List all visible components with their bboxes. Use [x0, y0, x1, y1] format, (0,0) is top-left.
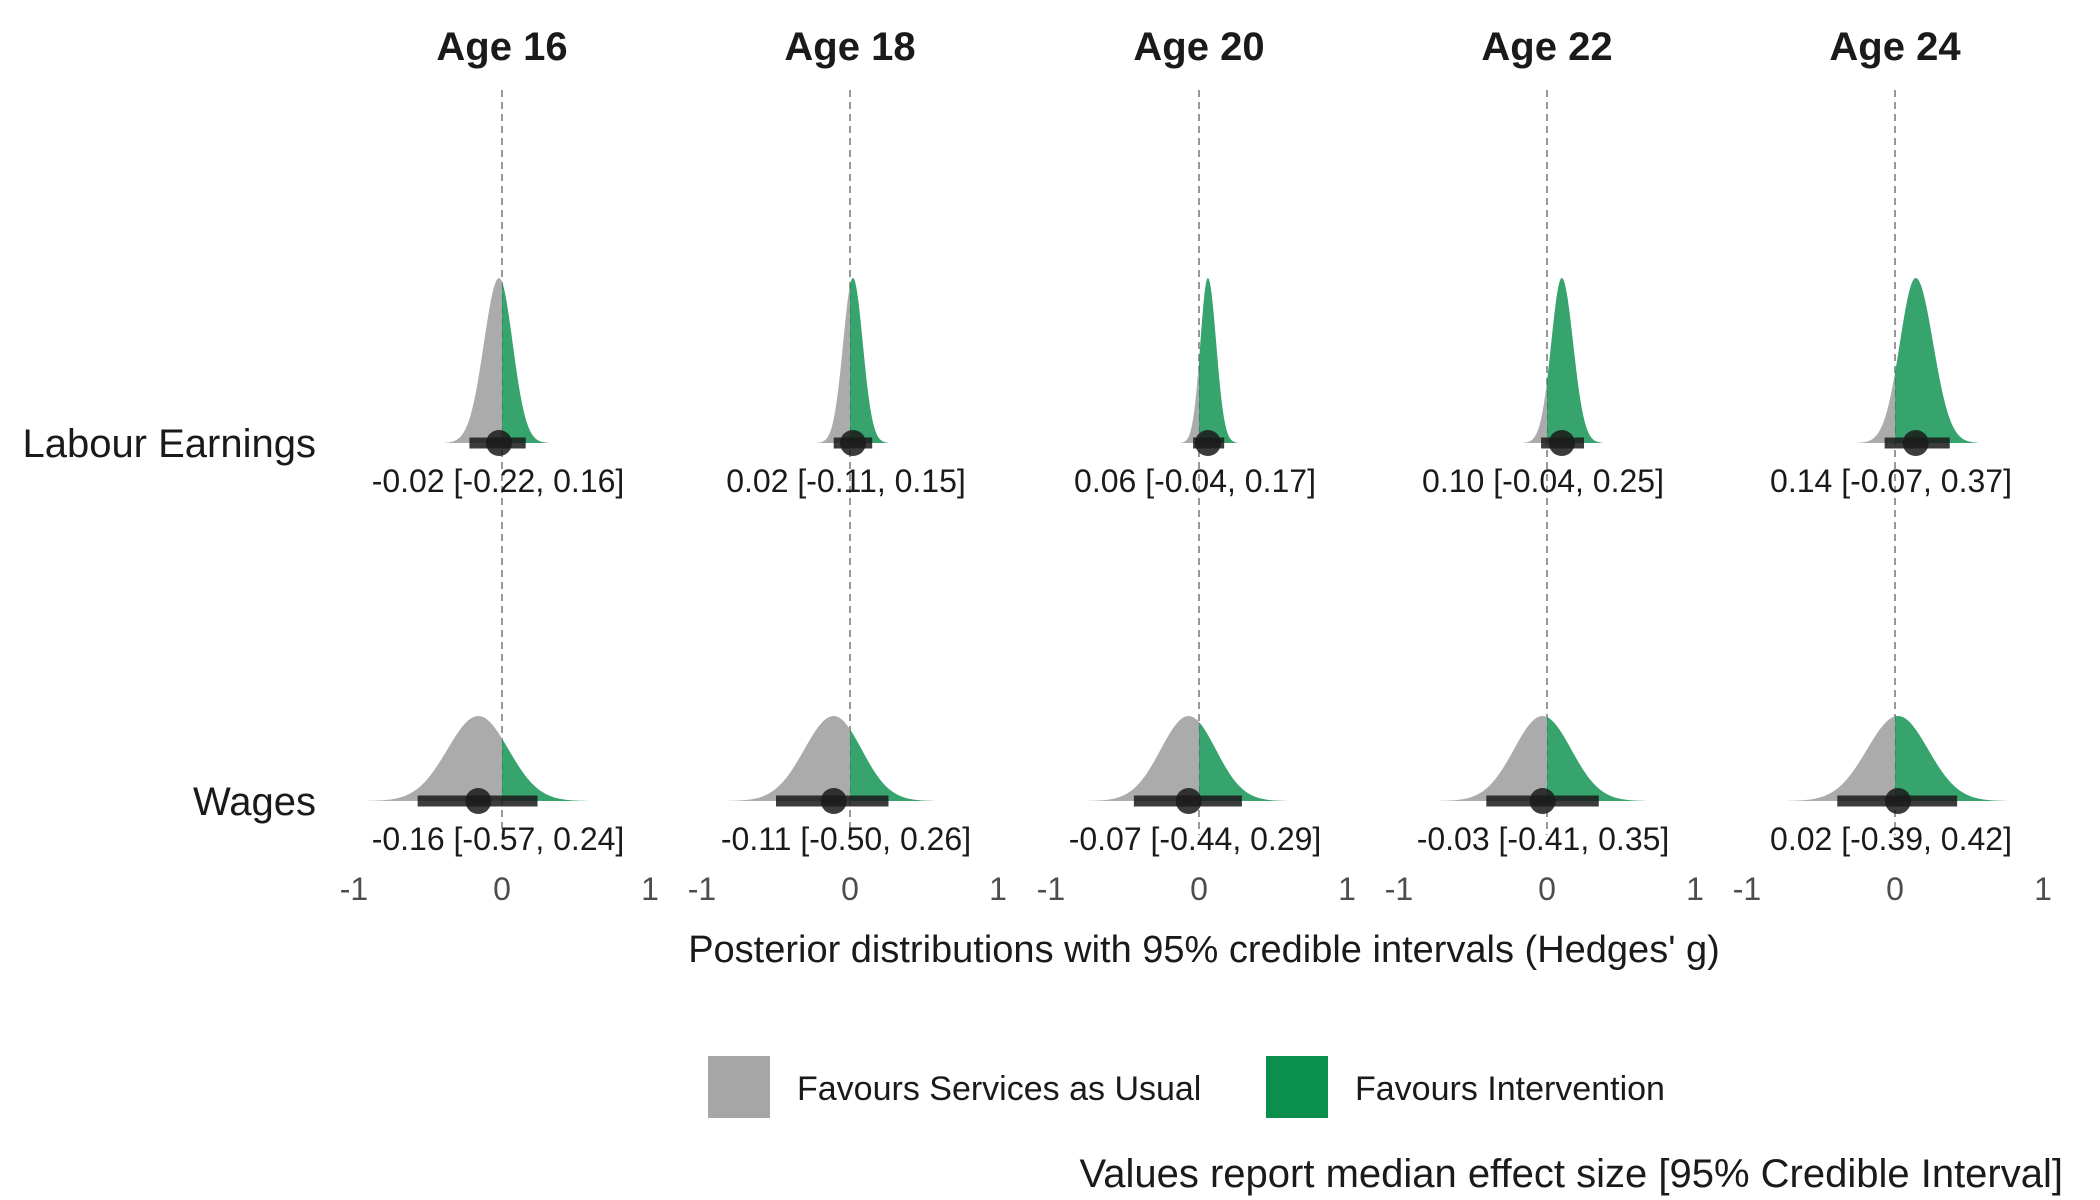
- x-tick-label: 0: [493, 871, 511, 907]
- x-tick-label: 1: [2034, 871, 2052, 907]
- interval-label-wages-age-24: 0.02 [-0.39, 0.42]: [1770, 821, 2012, 857]
- density-negative-wages-age-18: [727, 716, 850, 801]
- median-point-labour-earnings-age-16: [486, 430, 513, 456]
- interval-label-labour-earnings-age-20: 0.06 [-0.04, 0.17]: [1074, 463, 1316, 499]
- interval-label-wages-age-20: -0.07 [-0.44, 0.29]: [1069, 821, 1322, 857]
- density-negative-wages-age-20: [1088, 716, 1199, 801]
- median-point-wages-age-22: [1529, 788, 1556, 814]
- median-point-wages-age-18: [820, 788, 847, 814]
- legend-swatch-services-as-usual: [708, 1056, 770, 1118]
- density-positive-wages-age-24: [1895, 716, 2007, 801]
- x-tick-label: 1: [1686, 871, 1704, 907]
- median-point-labour-earnings-age-22: [1548, 430, 1575, 456]
- x-tick-label: 1: [641, 871, 659, 907]
- density-negative-labour-earnings-age-20: [1180, 360, 1199, 443]
- x-tick-label: -1: [688, 871, 716, 907]
- interval-label-wages-age-18: -0.11 [-0.50, 0.26]: [721, 821, 971, 857]
- caption: Values report median effect size [95% Cr…: [1080, 1152, 2063, 1196]
- facet-title-age-16: Age 16: [436, 25, 567, 69]
- density-negative-labour-earnings-age-16: [444, 278, 502, 443]
- x-axis-title: Posterior distributions with 95% credibl…: [688, 929, 1720, 971]
- legend-label-services-as-usual: Favours Services as Usual: [797, 1070, 1201, 1108]
- density-positive-labour-earnings-age-24: [1895, 278, 1979, 443]
- x-tick-label: -1: [1385, 871, 1413, 907]
- density-positive-wages-age-18: [850, 729, 935, 801]
- x-tick-label: 1: [1338, 871, 1356, 907]
- density-positive-labour-earnings-age-22: [1547, 278, 1603, 443]
- interval-label-labour-earnings-age-16: -0.02 [-0.22, 0.16]: [372, 463, 625, 499]
- facet-title-age-20: Age 20: [1133, 25, 1264, 69]
- density-negative-wages-age-24: [1786, 716, 1895, 801]
- density-negative-labour-earnings-age-24: [1858, 372, 1895, 443]
- density-positive-wages-age-22: [1547, 717, 1646, 801]
- row-label-wages: Wages: [193, 780, 316, 824]
- median-point-labour-earnings-age-18: [839, 430, 866, 456]
- density-positive-labour-earnings-age-18: [850, 278, 889, 443]
- density-positive-labour-earnings-age-16: [502, 281, 548, 443]
- median-point-labour-earnings-age-20: [1194, 430, 1221, 456]
- interval-label-labour-earnings-age-22: 0.10 [-0.04, 0.25]: [1422, 463, 1664, 499]
- x-tick-label: -1: [1037, 871, 1065, 907]
- text-layer: Age 16 -1 0 1 Age 18 -1 0 1 Age 20 -1 0 1 Age 22 -1 0 1…: [22, 25, 2051, 907]
- density-positive-labour-earnings-age-20: [1199, 278, 1238, 443]
- x-tick-label: 0: [1190, 871, 1208, 907]
- x-tick-label: -1: [1733, 871, 1761, 907]
- density-positive-wages-age-16: [502, 738, 588, 801]
- density-negative-labour-earnings-age-18: [817, 285, 850, 443]
- density-negative-wages-age-16: [366, 716, 502, 801]
- facet-title-age-24: Age 24: [1829, 25, 1961, 69]
- median-point-wages-age-16: [465, 788, 492, 814]
- interval-label-wages-age-22: -0.03 [-0.41, 0.35]: [1417, 821, 1670, 857]
- x-tick-label: -1: [340, 871, 368, 907]
- median-point-wages-age-24: [1884, 788, 1911, 814]
- x-tick-label: 0: [1538, 871, 1556, 907]
- legend: Favours Services as Usual Favours Interv…: [708, 1056, 1665, 1118]
- interval-label-labour-earnings-age-24: 0.14 [-0.07, 0.37]: [1770, 463, 2012, 499]
- interval-layer: [417, 430, 1958, 814]
- x-tick-label: 0: [1886, 871, 1904, 907]
- density-negative-labour-earnings-age-22: [1523, 381, 1547, 443]
- legend-label-intervention: Favours Intervention: [1355, 1070, 1665, 1108]
- median-point-labour-earnings-age-24: [1902, 430, 1929, 456]
- interval-label-labour-earnings-age-18: 0.02 [-0.11, 0.15]: [726, 463, 966, 499]
- reference-lines: [501, 90, 1896, 835]
- legend-swatch-intervention: [1266, 1056, 1328, 1118]
- facet-title-age-18: Age 18: [784, 25, 915, 69]
- density-negative-wages-age-22: [1439, 716, 1547, 801]
- x-tick-label: 1: [989, 871, 1007, 907]
- facet-title-age-22: Age 22: [1481, 25, 1612, 69]
- density-layer: [366, 278, 2007, 801]
- density-positive-wages-age-20: [1199, 721, 1287, 801]
- interval-label-wages-age-16: -0.16 [-0.57, 0.24]: [372, 821, 625, 857]
- x-tick-label: 0: [841, 871, 859, 907]
- median-point-wages-age-20: [1175, 788, 1202, 814]
- row-label-labour-earnings: Labour Earnings: [22, 422, 316, 466]
